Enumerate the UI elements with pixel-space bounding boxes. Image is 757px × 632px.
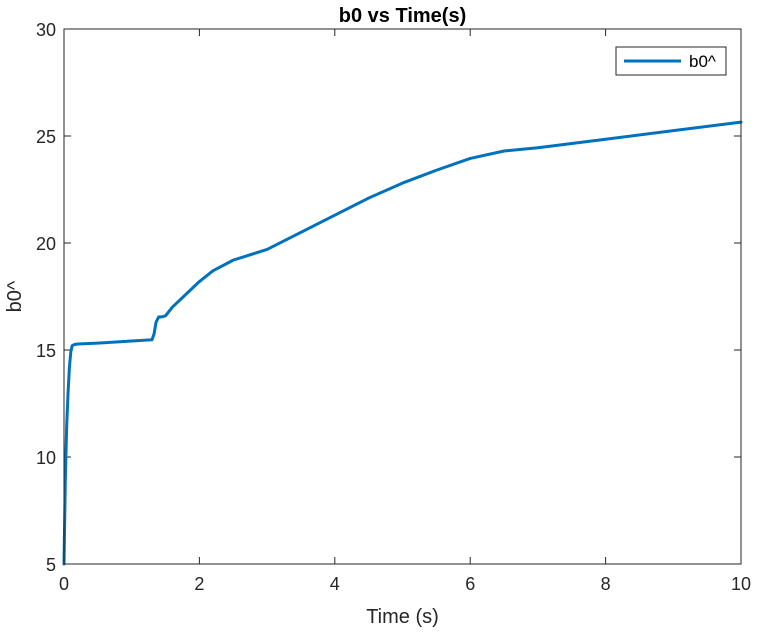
legend: b0^ xyxy=(615,46,727,76)
x-tick-label: 4 xyxy=(330,574,340,594)
series-line xyxy=(62,120,743,566)
y-tick-label: 5 xyxy=(46,555,56,575)
x-axis-label: Time (s) xyxy=(366,606,439,628)
y-tick-label: 10 xyxy=(36,448,56,468)
x-tick-label: 6 xyxy=(465,574,475,594)
plot-background xyxy=(64,29,741,564)
x-tick-label: 10 xyxy=(731,574,751,594)
y-tick-label: 25 xyxy=(36,127,56,147)
y-tick-label: 30 xyxy=(36,20,56,40)
y-tick-label: 20 xyxy=(36,234,56,254)
x-tick-label: 0 xyxy=(59,574,69,594)
chart-title: b0 vs Time(s) xyxy=(339,5,466,27)
series-layer xyxy=(62,120,743,566)
plot-frame xyxy=(63,28,742,565)
x-tick-label: 2 xyxy=(194,574,204,594)
y-axis-label: b0^ xyxy=(4,280,26,312)
y-tick-label: 15 xyxy=(36,341,56,361)
legend-entry-label: b0^ xyxy=(689,52,716,71)
x-tick-label: 8 xyxy=(601,574,611,594)
